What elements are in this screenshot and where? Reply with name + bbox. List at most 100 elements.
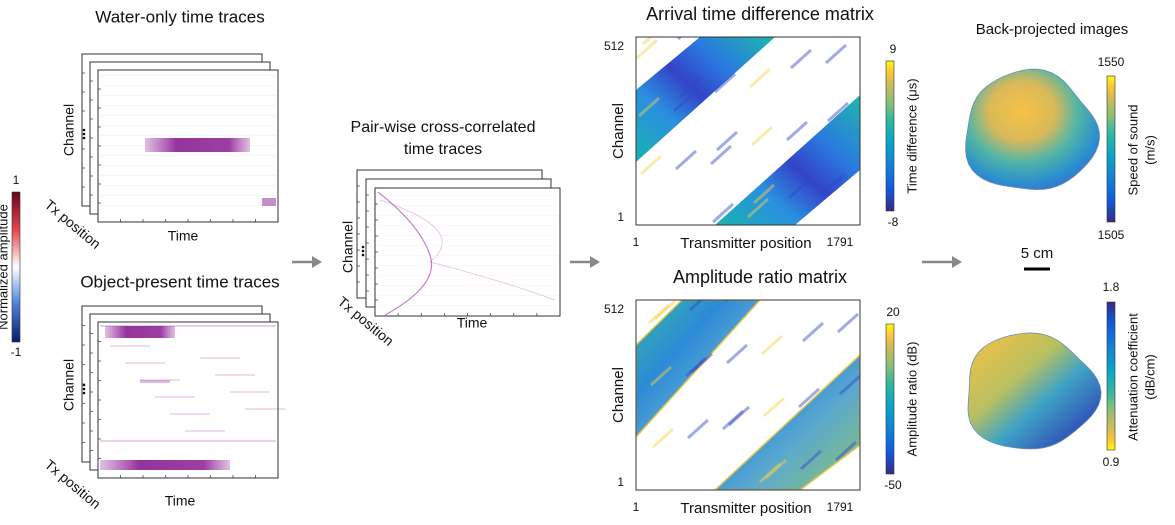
matrix-texture (799, 449, 823, 471)
matrix-band (715, 95, 860, 225)
matrix-texture (801, 321, 825, 343)
signal-streak (100, 85, 276, 86)
plot-frame (635, 299, 861, 491)
signal-streak (378, 215, 558, 216)
correlation-curve (379, 199, 556, 301)
signal-streak (215, 374, 255, 376)
matrix-texture (636, 38, 659, 60)
panel-title: Amplitude ratio matrix (673, 267, 847, 287)
x-tick-label: 1 (633, 500, 640, 514)
ellipsis-dot (82, 391, 86, 395)
axis-label: Transmitter position (680, 235, 811, 252)
signal-streak (100, 95, 276, 96)
panel-title: time traces (404, 141, 482, 158)
signal-streak (378, 195, 558, 196)
matrix-texture (672, 91, 696, 113)
signal-streak (155, 396, 195, 398)
matrix-texture (838, 374, 860, 396)
signal-streak (100, 105, 276, 106)
matrix-texture (725, 343, 749, 365)
colorbar-tick-label: 20 (886, 305, 900, 319)
matrix-texture (727, 405, 751, 427)
matrix-texture (762, 396, 786, 418)
x-tick-label: 1791 (827, 235, 854, 249)
arrow-head (590, 256, 600, 268)
ellipsis-dot (82, 128, 86, 132)
matrix-texture (678, 77, 702, 99)
matrix-texture (834, 440, 858, 462)
matrix-band (636, 37, 775, 162)
signal-streak (378, 235, 558, 236)
correlation-curve (377, 191, 432, 316)
matrix-band (713, 353, 860, 490)
signal-streak (100, 325, 276, 327)
y-tick-label: 1 (617, 210, 624, 224)
matrix-texture (639, 154, 663, 176)
colorbar-label: Time difference (μs) (904, 78, 919, 193)
colorbar-tick-label: 0.9 (1103, 455, 1120, 469)
matrix-texture (653, 300, 677, 321)
colorbar-tick-label: 1505 (1098, 228, 1125, 242)
axis-label: Time (457, 315, 488, 331)
reconstruction-image (965, 68, 1100, 191)
signal-streak (100, 195, 276, 196)
signal-streak (100, 175, 276, 176)
colorbar-label: Normalized amplitude (0, 204, 10, 330)
matrix-texture (688, 300, 704, 312)
signal-streak (378, 255, 558, 256)
trace-frame (374, 187, 561, 317)
axis-label: Channel (61, 104, 77, 156)
matrix-texture (824, 43, 848, 65)
signal-streak (100, 135, 276, 136)
colorbar-label: (m/s) (1142, 135, 1157, 165)
signal-streak (170, 413, 210, 415)
matrix-texture (686, 418, 710, 440)
matrix-texture (684, 356, 708, 378)
matrix-texture (715, 130, 739, 152)
axis-label: Channel (340, 221, 356, 273)
arrow-head (952, 256, 962, 268)
signal-streak (378, 245, 558, 246)
reconstruction-image (967, 332, 1102, 450)
colorbar-label: Amplitude ratio (dB) (904, 342, 919, 457)
signal-band (100, 460, 230, 470)
y-tick-label: 512 (604, 39, 624, 53)
ellipsis-dot (82, 132, 86, 136)
matrix-texture (789, 48, 813, 70)
colorbar (11, 191, 21, 343)
matrix-band (636, 300, 762, 439)
trace-frame (97, 321, 279, 479)
matrix-texture (826, 101, 850, 123)
signal-streak (140, 380, 170, 383)
colorbar (1106, 301, 1116, 451)
signal-streak (100, 185, 276, 186)
y-tick-label: 512 (604, 302, 624, 316)
ellipsis-dot (82, 383, 86, 387)
signal-streak (100, 155, 276, 156)
signal-streak (100, 125, 276, 126)
matrix-texture (649, 365, 673, 387)
x-tick-label: 1791 (827, 500, 854, 514)
signal-streak (378, 225, 558, 226)
colorbar-tick-label: -1 (11, 345, 22, 359)
x-tick-label: 1 (633, 235, 640, 249)
y-tick-label: 1 (617, 475, 624, 489)
colorbar-tick-label: 1550 (1098, 55, 1125, 69)
panel-title: Back-projected images (976, 21, 1129, 38)
signal-streak (100, 115, 276, 116)
signal-streak (378, 295, 558, 296)
signal-streak (100, 205, 276, 206)
colorbar (885, 60, 895, 212)
colorbar-tick-label: 1.8 (1103, 280, 1120, 294)
panel-title: Water-only time traces (95, 7, 264, 26)
signal-streak (100, 75, 276, 76)
matrix-texture (647, 303, 671, 325)
axis-label: Transmitter position (680, 500, 811, 517)
colorbar-tick-label: 1 (13, 173, 20, 187)
matrix-texture (641, 37, 654, 46)
signal-band (105, 326, 175, 338)
colorbar-label: (dB/cm) (1142, 354, 1157, 400)
colorbar (885, 323, 895, 475)
panel-title: Object-present time traces (80, 272, 279, 291)
